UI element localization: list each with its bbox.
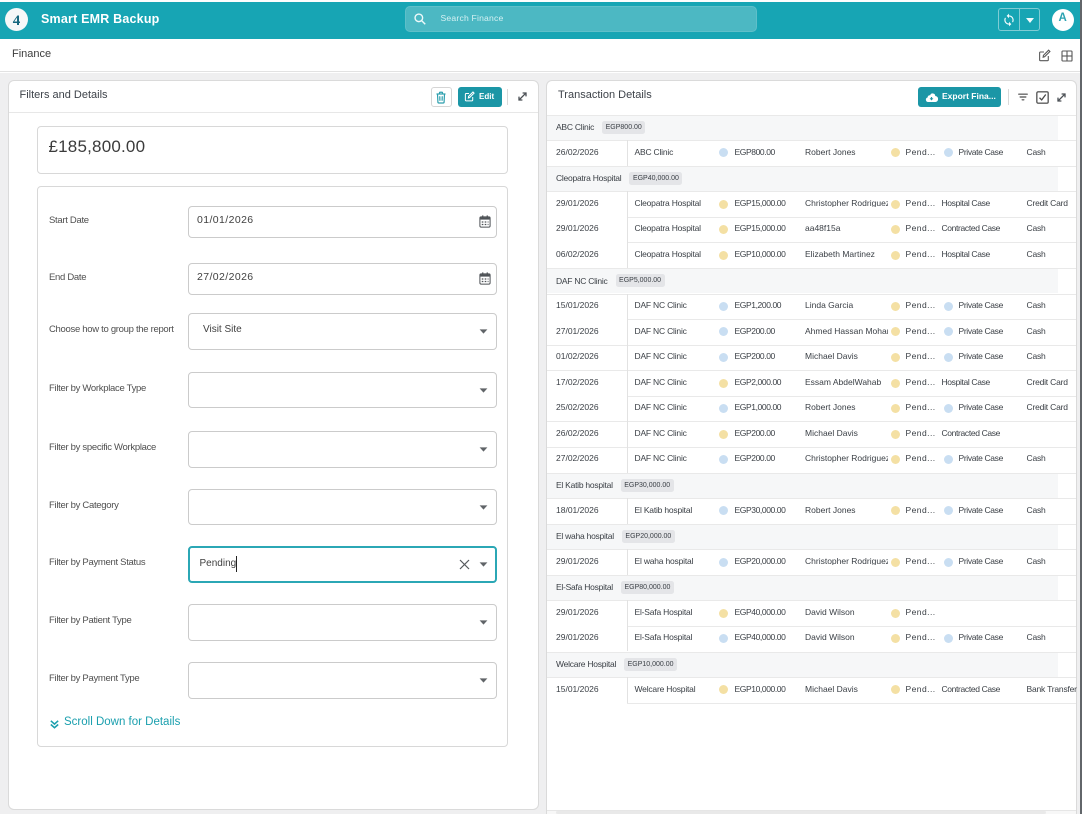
svg-text:4: 4	[13, 13, 21, 29]
